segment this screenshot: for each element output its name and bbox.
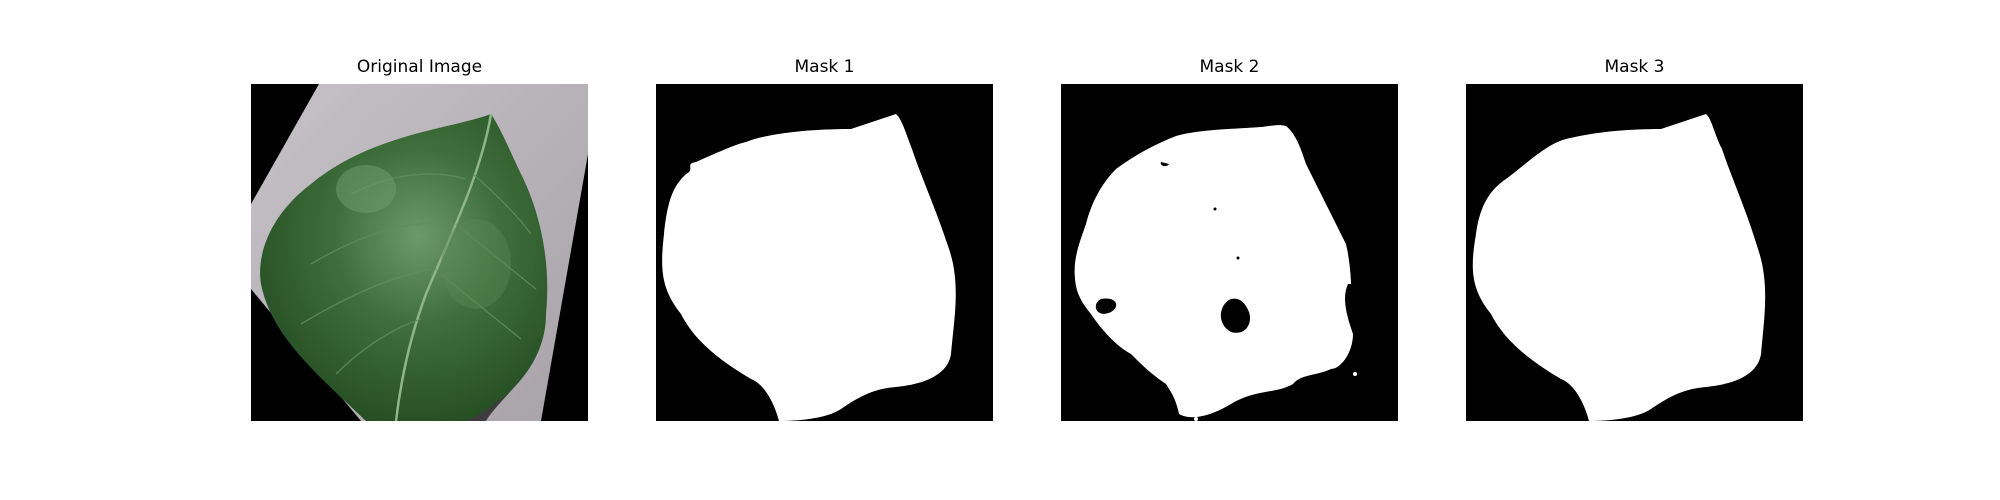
mask-region xyxy=(1074,125,1353,418)
original-image xyxy=(251,84,588,421)
mask-gap xyxy=(1345,284,1361,334)
mask-noise xyxy=(1236,256,1240,260)
panel-title-mask-1: Mask 1 xyxy=(794,57,855,77)
mask-hole xyxy=(1220,298,1251,333)
mask-noise xyxy=(1353,372,1357,376)
mask-gap xyxy=(1074,312,1089,324)
mask-1-image xyxy=(656,84,993,421)
panel-title-mask-2: Mask 2 xyxy=(1199,57,1260,77)
mask-1-panel: Mask 1 xyxy=(656,57,993,421)
leaf-highlight xyxy=(336,165,396,213)
mask-3-panel: Mask 3 xyxy=(1466,57,1803,421)
mask-3-image xyxy=(1466,84,1803,421)
panel-title-mask-3: Mask 3 xyxy=(1604,57,1665,77)
mask-region xyxy=(662,114,956,421)
mask-noise xyxy=(1119,314,1123,318)
leaf xyxy=(260,114,548,421)
mask-gap xyxy=(1095,298,1117,314)
mask-2-image xyxy=(1061,84,1398,421)
leaf-midrib xyxy=(394,113,493,421)
leaf-highlight xyxy=(441,219,511,309)
mask-noise xyxy=(1213,207,1217,211)
mask-gap xyxy=(1160,162,1169,167)
panel-title-original-image: Original Image xyxy=(356,57,483,77)
mask-noise xyxy=(1194,417,1198,421)
mask-noise xyxy=(1131,322,1135,326)
mask-2-panel: Mask 2 xyxy=(1061,57,1398,421)
mask-region xyxy=(1472,114,1766,421)
original-image-panel: Original Image xyxy=(251,57,588,421)
leaf-veins xyxy=(300,173,537,375)
